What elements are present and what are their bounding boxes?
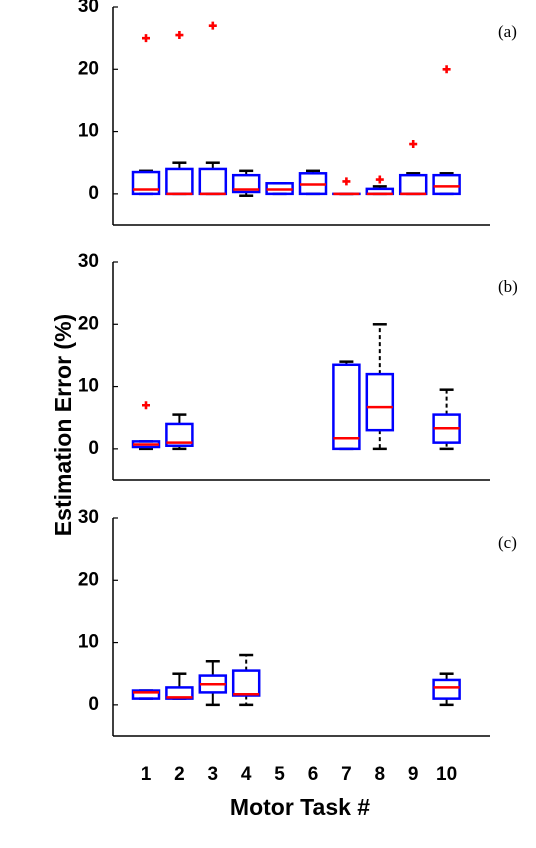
box-task-2 bbox=[165, 672, 194, 700]
outlier-marker bbox=[175, 31, 184, 40]
outlier-marker bbox=[208, 21, 217, 30]
box-task-2 bbox=[165, 413, 194, 451]
box-task-6 bbox=[298, 169, 328, 196]
y-tick-label: 30 bbox=[78, 0, 99, 17]
box-task-3 bbox=[198, 660, 228, 707]
x-tick-label: 8 bbox=[375, 764, 386, 785]
x-tick-label: 7 bbox=[341, 764, 352, 785]
y-tick-label: 20 bbox=[78, 569, 99, 590]
box-task-7 bbox=[332, 360, 361, 451]
box-task-10 bbox=[432, 672, 461, 707]
x-axis-label: Motor Task # bbox=[230, 794, 370, 820]
y-tick-label: 30 bbox=[78, 251, 99, 272]
y-tick-label: 0 bbox=[88, 438, 99, 459]
outlier-marker bbox=[142, 34, 150, 43]
box-task-10 bbox=[432, 388, 461, 451]
x-tick-labels: 1 2 3 4 5 6 7 8 9 10 bbox=[141, 764, 457, 785]
iqr-box bbox=[165, 422, 194, 447]
box-task-8 bbox=[365, 323, 395, 451]
outlier-marker bbox=[375, 175, 384, 184]
iqr-box bbox=[131, 170, 161, 196]
iqr-box bbox=[365, 372, 395, 432]
iqr-box bbox=[432, 173, 461, 196]
y-tick-label: 20 bbox=[78, 313, 99, 334]
box-task-7 bbox=[332, 177, 361, 196]
panels: 0 10 20 30 (a) 0 10 20 30 (b) 0 10 20 30 (c) bbox=[78, 0, 518, 737]
iqr-box bbox=[398, 173, 428, 196]
box-task-1 bbox=[131, 689, 161, 700]
panel-label: (b) bbox=[498, 277, 518, 296]
x-tick-label: 1 bbox=[141, 764, 152, 785]
iqr-box bbox=[231, 669, 261, 697]
x-tick-label: 5 bbox=[274, 764, 285, 785]
outlier-marker bbox=[142, 401, 150, 410]
box-task-3 bbox=[198, 21, 228, 196]
y-tick-label: 0 bbox=[88, 694, 99, 715]
outlier-marker bbox=[409, 140, 418, 149]
iqr-box bbox=[131, 689, 161, 700]
iqr-box bbox=[198, 167, 228, 196]
y-axis-label: Estimation Error (%) bbox=[50, 314, 76, 536]
panel-3: 0 10 20 30 (c) bbox=[78, 507, 517, 737]
box-task-5 bbox=[265, 182, 294, 196]
y-tick-label: 30 bbox=[78, 507, 99, 528]
y-tick-label: 10 bbox=[78, 376, 99, 397]
outlier-marker bbox=[442, 65, 451, 74]
iqr-box bbox=[332, 363, 361, 451]
box-task-1 bbox=[131, 401, 161, 451]
box-task-4 bbox=[231, 169, 261, 197]
iqr-box bbox=[432, 678, 461, 700]
box-task-8 bbox=[365, 175, 395, 196]
box-task-1 bbox=[131, 34, 161, 196]
box-task-4 bbox=[231, 653, 261, 707]
iqr-box bbox=[165, 167, 194, 196]
box-task-10 bbox=[432, 65, 461, 196]
y-tick-label: 10 bbox=[78, 121, 99, 142]
x-tick-label: 6 bbox=[308, 764, 319, 785]
x-tick-label: 10 bbox=[436, 764, 457, 785]
box-task-2 bbox=[165, 31, 194, 196]
outlier-marker bbox=[342, 177, 351, 186]
x-tick-label: 3 bbox=[208, 764, 219, 785]
y-tick-label: 10 bbox=[78, 632, 99, 653]
y-tick-label: 0 bbox=[88, 183, 99, 204]
box-task-9 bbox=[398, 140, 428, 196]
x-tick-label: 9 bbox=[408, 764, 419, 785]
panel-label: (c) bbox=[498, 533, 517, 552]
x-tick-label: 2 bbox=[174, 764, 185, 785]
panel-2: 0 10 20 30 (b) bbox=[78, 251, 518, 481]
x-tick-label: 4 bbox=[241, 764, 252, 785]
panel-label: (a) bbox=[498, 22, 517, 41]
iqr-box bbox=[231, 173, 261, 194]
y-tick-label: 20 bbox=[78, 58, 99, 79]
panel-1: 0 10 20 30 (a) bbox=[78, 0, 517, 226]
